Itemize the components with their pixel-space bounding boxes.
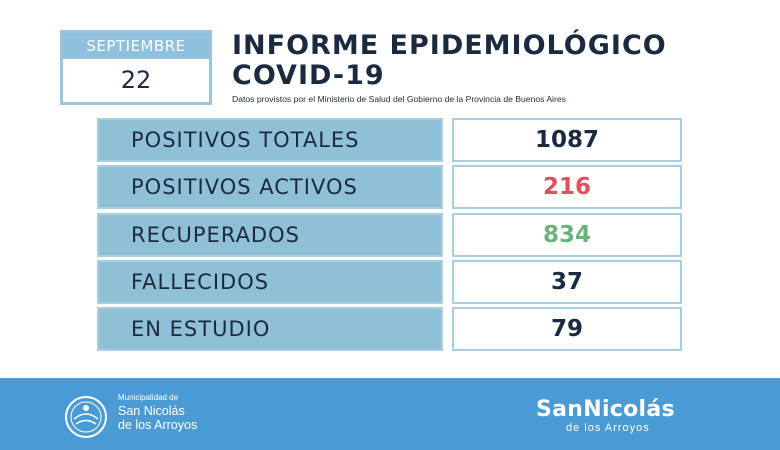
municipality-label: Municipalidad de: [118, 393, 179, 402]
stat-value: 216: [452, 165, 682, 209]
data-source-note: Datos provistos por el Ministerio de Sal…: [232, 94, 566, 104]
stat-label: RECUPERADOS: [97, 213, 443, 257]
stat-label: POSITIVOS TOTALES: [97, 118, 443, 162]
report-title: INFORME EPIDEMIOLÓGICO: [232, 30, 667, 61]
stat-label: EN ESTUDIO: [97, 307, 443, 351]
stat-value: 834: [452, 213, 682, 257]
report-subtitle: COVID-19: [232, 60, 385, 91]
stat-value: 37: [452, 260, 682, 304]
date-card: SEPTIEMBRE 22: [60, 30, 212, 105]
stat-row-positivos-totales: POSITIVOS TOTALES 1087: [97, 118, 682, 162]
stat-row-en-estudio: EN ESTUDIO 79: [97, 307, 682, 351]
date-month: SEPTIEMBRE: [63, 33, 209, 59]
brand-logo-subtitle: de los Arroyos: [566, 422, 650, 434]
brand-logo-text: SanNicolás: [536, 397, 675, 422]
footer-band: [0, 378, 780, 450]
stat-label: FALLECIDOS: [97, 260, 443, 304]
stat-row-fallecidos: FALLECIDOS 37: [97, 260, 682, 304]
stat-row-positivos-activos: POSITIVOS ACTIVOS 216: [97, 165, 682, 209]
stat-value: 79: [452, 307, 682, 351]
date-day: 22: [120, 66, 152, 94]
municipality-name: San Nicolás: [118, 404, 185, 418]
stat-row-recuperados: RECUPERADOS 834: [97, 213, 682, 257]
municipality-name-suffix: de los Arroyos: [118, 418, 198, 432]
stat-value: 1087: [452, 118, 682, 162]
municipal-seal-icon: [65, 396, 107, 438]
stat-label: POSITIVOS ACTIVOS: [97, 165, 443, 209]
